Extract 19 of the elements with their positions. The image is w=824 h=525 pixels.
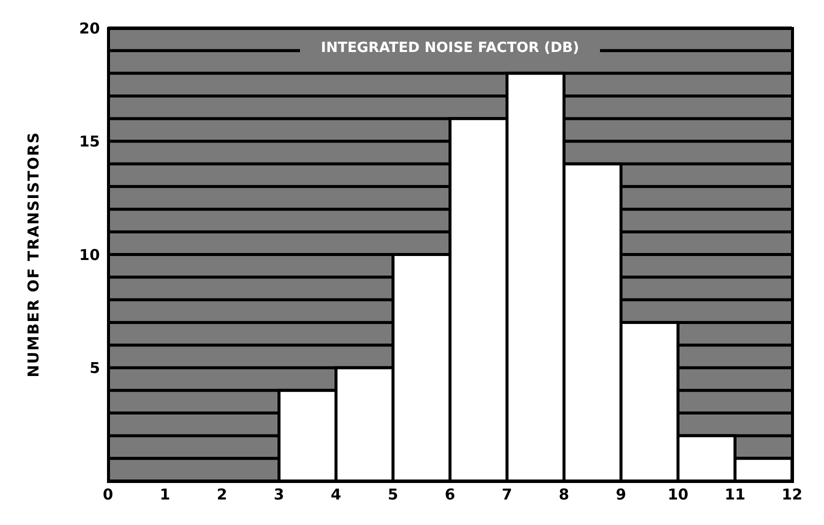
y-tick-label: 5	[90, 359, 100, 378]
x-tick-label: 10	[668, 486, 688, 504]
x-tick-label: 9	[616, 486, 626, 504]
y-axis-title: NUMBER OF TRANSISTORS	[24, 132, 42, 378]
x-tick-label: 4	[330, 486, 342, 504]
x-tick-label: 2	[216, 486, 228, 504]
x-tick-label: 0	[102, 486, 114, 504]
x-tick-label: 3	[274, 486, 284, 504]
x-tick-label: 5	[388, 486, 398, 504]
x-tick-label: 12	[782, 486, 802, 504]
y-tick-label: 15	[79, 132, 100, 151]
y-tick-label: 20	[79, 19, 100, 38]
x-tick-label: 7	[502, 486, 512, 504]
x-tick-label: 8	[558, 486, 570, 504]
text: INTEGRATED NOISE FACTOR (DB)	[300, 36, 600, 60]
x-tick-label: 1	[160, 486, 170, 504]
x-tick-label: 6	[444, 486, 456, 504]
x-tick-label: 11	[724, 486, 746, 504]
y-tick-label: 10	[79, 246, 100, 264]
